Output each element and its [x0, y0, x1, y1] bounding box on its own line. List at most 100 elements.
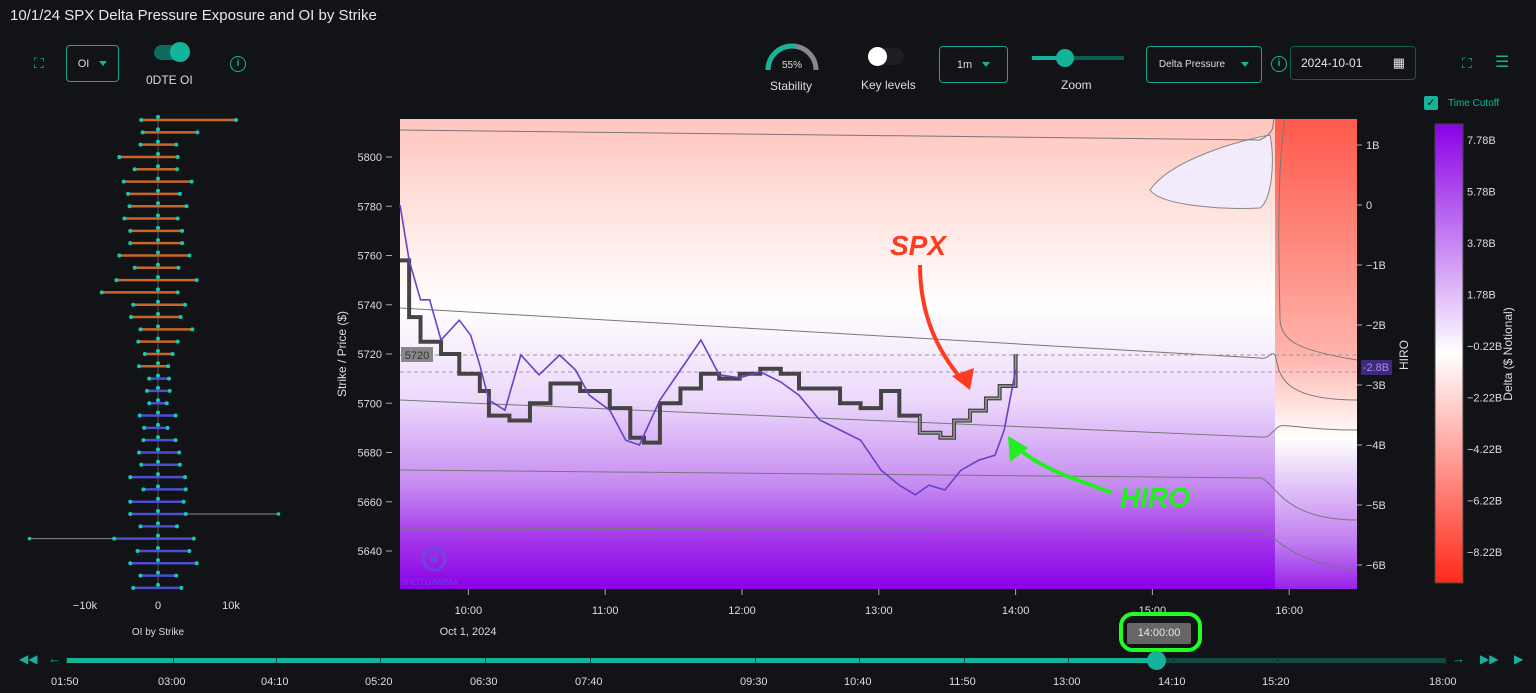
odte-oi-toggle[interactable]: [154, 42, 190, 62]
time-cutoff-checkbox[interactable]: ✓: [1424, 96, 1438, 110]
oi-bar-end: [183, 475, 188, 480]
oi-center-dot: [156, 213, 160, 218]
mode-select[interactable]: Delta Pressure: [1146, 46, 1262, 83]
zoom-label: Zoom: [1061, 78, 1092, 92]
oi-bar-end: [177, 450, 182, 455]
oi-bar-end: [167, 388, 172, 393]
oi-center-dot: [156, 287, 160, 292]
x-tick-label: 16:00: [1275, 605, 1303, 617]
oi-center-dot: [156, 348, 160, 353]
oi-bar-end: [234, 118, 239, 122]
oi-bar-end: [174, 142, 179, 147]
timeline-label: 10:40: [844, 676, 872, 688]
oi-bar-end: [99, 290, 104, 295]
fullscreen-icon[interactable]: ⛶: [1462, 55, 1472, 71]
oi-bar-end: [147, 401, 152, 406]
colorbar-tick-label: −4.22B: [1467, 444, 1502, 456]
oi-bar-end: [127, 204, 132, 209]
current-time-highlight: [1119, 612, 1202, 652]
calendar-icon[interactable]: ▦: [1392, 55, 1405, 70]
hiro-tick-label: −3B: [1366, 380, 1386, 392]
spx-arrowhead: [952, 368, 974, 390]
hiro-current-badge: [1361, 360, 1392, 375]
odte-oi-label: 0DTE OI: [146, 73, 193, 87]
oi-center-dot: [156, 336, 160, 341]
timeline-tick: [1444, 657, 1445, 664]
oi-center-dot: [156, 115, 160, 119]
y-tick-label: 5740: [358, 300, 382, 312]
timeline-handle[interactable]: [1147, 651, 1167, 670]
oi-bar-end: [121, 179, 126, 184]
oi-center-dot: [156, 570, 160, 575]
oi-center-dot: [156, 472, 160, 477]
colorbar-tick-label: −0.22B: [1467, 341, 1502, 353]
date-input[interactable]: 2024-10-01 ▦: [1290, 46, 1416, 80]
oi-bar-end: [166, 376, 171, 381]
oi-bar-end: [126, 191, 131, 196]
timeline-label: 09:30: [740, 676, 768, 688]
chevron-down-icon: [982, 62, 991, 67]
oi-bar-end: [141, 487, 146, 492]
oi-bar-end: [138, 327, 143, 332]
oi-bar-end: [175, 339, 180, 344]
timeline-tick: [590, 657, 591, 664]
expand-icon[interactable]: ⛶: [34, 55, 44, 71]
settings-sliders-icon[interactable]: ☰: [1495, 54, 1510, 71]
info-icon[interactable]: i: [230, 56, 246, 72]
oi-center-dot: [156, 324, 160, 329]
oi-center-dot: [156, 533, 160, 538]
oi-bar-end: [187, 548, 192, 553]
timeline-tick: [859, 657, 860, 664]
oi-bar-end: [128, 512, 133, 516]
oi-by-strike-chart: −10k 0 10k OI by Strike: [27, 115, 281, 638]
zoom-slider[interactable]: [1032, 49, 1124, 67]
oi-center-dot: [156, 151, 160, 156]
x-tick-label: 11:00: [592, 605, 619, 617]
key-levels-toggle[interactable]: [868, 47, 904, 66]
delta-pressure-chart: 5800 5780 5760 5740 5720 5700 5680 5660 5640 10:0…: [335, 118, 1515, 638]
oi-bar-end: [194, 278, 199, 283]
oi-bar-end: [132, 265, 137, 270]
y-tick-label: 5700: [358, 398, 382, 410]
play-icon[interactable]: ▶: [1514, 652, 1524, 666]
oi-extension-dot: [276, 512, 281, 516]
hiro-series: [399, 204, 1017, 496]
colorbar-tick-label: 5.78B: [1467, 187, 1496, 199]
y-tick-label: 5660: [358, 497, 382, 509]
oi-center-dot: [156, 385, 160, 390]
oi-bar-end: [122, 216, 127, 221]
oi-bar-end: [128, 228, 133, 233]
interval-select[interactable]: 1m: [939, 46, 1008, 83]
colorbar-tick-label: −2.22B: [1467, 393, 1502, 405]
timeline-label: 07:40: [575, 676, 603, 688]
oi-bar-end: [131, 302, 136, 307]
oi-bar-end: [128, 499, 133, 504]
timeline-slider[interactable]: [66, 651, 1446, 670]
skip-back-icon[interactable]: ◀◀: [19, 652, 38, 666]
timeline-tick: [755, 657, 756, 664]
hiro-tick-label: −1B: [1366, 260, 1386, 272]
oi-center-dot: [156, 398, 160, 403]
key-levels-label: Key levels: [861, 78, 916, 92]
oi-x-axis-label: OI by Strike: [132, 627, 185, 638]
page-title: 10/1/24 SPX Delta Pressure Exposure and …: [10, 7, 377, 24]
oi-select[interactable]: OI: [66, 45, 119, 82]
oi-center-dot: [156, 582, 160, 587]
step-forward-icon[interactable]: →: [1452, 651, 1465, 666]
oi-bar-end: [184, 204, 189, 209]
zoom-slider-handle[interactable]: [1056, 49, 1074, 67]
info-icon[interactable]: i: [1271, 56, 1287, 72]
oi-center-dot: [156, 521, 160, 526]
colorbar: [1434, 123, 1464, 584]
oi-bar-end: [128, 475, 133, 480]
oi-bar-end: [183, 302, 188, 307]
oi-bar-end: [112, 536, 117, 541]
timeline-label: 13:00: [1053, 676, 1081, 688]
oi-center-dot: [156, 275, 160, 280]
oi-bar-end: [136, 339, 141, 344]
colorbar-tick-label: 7.78B: [1467, 135, 1496, 147]
skip-forward-icon[interactable]: ▶▶: [1480, 652, 1499, 666]
step-back-icon[interactable]: ←: [48, 651, 61, 666]
oi-bar-end: [135, 548, 140, 553]
oi-center-dot: [156, 312, 160, 316]
